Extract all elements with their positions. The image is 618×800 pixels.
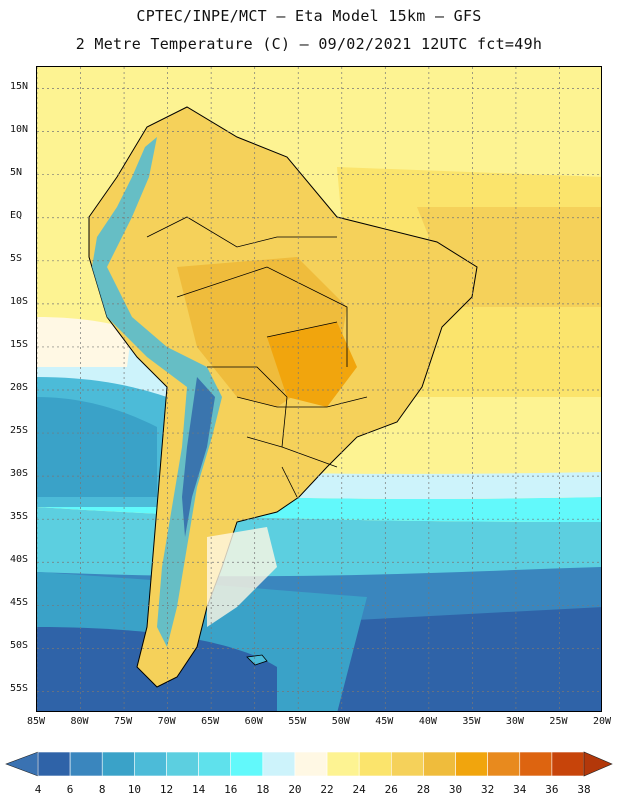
colorbar-swatch	[423, 751, 456, 777]
colorbar-swatch	[294, 751, 328, 777]
lat-tick-label: 25S	[10, 425, 29, 437]
colorbar-swatch	[166, 751, 199, 777]
lat-tick-label: 35S	[10, 511, 29, 523]
lat-tick-label: 15S	[10, 338, 29, 350]
lat-tick-label: 10S	[10, 295, 29, 307]
colorbar-swatch	[551, 751, 585, 777]
lon-tick-label: 75W	[114, 716, 133, 727]
lon-tick-label: 45W	[375, 716, 394, 727]
lat-tick-label: 20S	[10, 382, 29, 393]
colorbar-tick-label: 20	[288, 783, 302, 796]
lon-tick-label: 55W	[288, 716, 307, 727]
colorbar-swatch	[390, 751, 424, 777]
colorbar-tick-label: 24	[352, 783, 366, 796]
lon-tick-label: 65W	[201, 716, 220, 727]
lat-tick-label: 50S	[10, 640, 29, 652]
colorbar-swatch	[134, 751, 167, 777]
colorbar-tick-label: 4	[34, 783, 42, 796]
colorbar-tick-label: 12	[159, 783, 174, 796]
colorbar-swatch	[101, 751, 135, 777]
lat-tick-label: 5S	[10, 252, 23, 264]
colorbar-tick-label: 18	[256, 783, 270, 796]
lon-tick-label: 30W	[505, 716, 524, 727]
lon-tick-label: 60W	[244, 716, 263, 727]
lat-tick-label: 5N	[10, 166, 23, 178]
gridlines	[37, 67, 601, 711]
colorbar-swatch	[262, 751, 296, 777]
colorbar-low-arrow	[5, 751, 39, 777]
colorbar-swatch	[519, 751, 553, 777]
lat-tick-label: 10N	[10, 123, 29, 135]
colorbar-swatch	[198, 751, 232, 777]
lat-tick-label: 55S	[10, 683, 29, 695]
colorbar-tick-label: 22	[320, 783, 334, 796]
lon-tick-label: 70W	[157, 716, 176, 727]
lon-tick-label: 35W	[462, 716, 481, 727]
colorbar-tick-label: 38	[577, 783, 591, 796]
lon-tick-label: 40W	[418, 716, 437, 727]
colorbar-swatch	[487, 751, 521, 777]
lat-tick-label: EQ	[10, 209, 23, 221]
colorbar-swatch	[455, 751, 488, 777]
lat-tick-label: 45S	[10, 597, 29, 609]
colorbar-tick-label: 34	[513, 783, 527, 796]
lat-tick-label: 40S	[10, 554, 29, 566]
colorbar-swatch	[326, 751, 360, 777]
chart-subtitle: 2 Metre Temperature (C) – 09/02/2021 12U…	[75, 35, 543, 53]
colorbar-tick-label: 26	[384, 783, 398, 796]
colorbar-tick-label: 32	[481, 783, 495, 796]
colorbar-tick-label: 10	[127, 783, 141, 796]
temperature-map[interactable]	[37, 67, 602, 712]
colorbar	[5, 751, 613, 777]
lat-tick-label: 30S	[10, 468, 29, 480]
lat-tick-label: 15N	[10, 80, 29, 92]
colorbar-swatch	[358, 751, 392, 777]
colorbar-swatch	[230, 751, 264, 777]
colorbar-high-arrow	[583, 751, 613, 777]
colorbar-tick-label: 8	[98, 783, 106, 796]
lon-tick-label: 80W	[70, 716, 89, 727]
colorbar-tick-label: 28	[416, 783, 431, 796]
colorbar-tick-label: 30	[448, 783, 463, 796]
lon-tick-label: 85W	[26, 716, 46, 727]
colorbar-swatch	[69, 751, 103, 777]
lon-tick-label: 50W	[331, 716, 350, 727]
lon-tick-label: 20W	[592, 716, 612, 727]
colorbar-tick-label: 6	[66, 783, 74, 796]
chart-title: CPTEC/INPE/MCT – Eta Model 15km – GFS	[136, 7, 482, 25]
colorbar-tick-label: 14	[191, 783, 206, 796]
colorbar-tick-label: 36	[545, 783, 559, 796]
colorbar-swatch	[37, 751, 71, 777]
colorbar-tick-label: 16	[224, 783, 238, 796]
map-panel[interactable]	[36, 66, 602, 712]
lon-tick-label: 25W	[549, 716, 568, 727]
